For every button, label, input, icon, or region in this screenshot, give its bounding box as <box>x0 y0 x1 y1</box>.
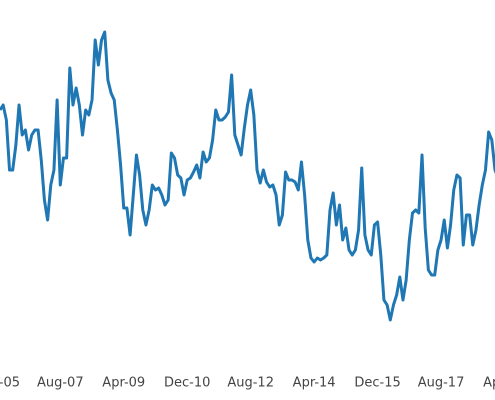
line-series <box>0 30 495 322</box>
x-tick-label: Apr-19 <box>483 376 495 391</box>
x-tick-label: Apr-09 <box>102 376 145 391</box>
x-tick-label: Aug-17 <box>418 376 465 391</box>
x-tick-label: Dec-05 <box>0 376 20 391</box>
x-tick-label: Aug-07 <box>37 376 84 391</box>
x-tick-label: Apr-14 <box>293 376 336 391</box>
x-tick-label: Dec-10 <box>164 376 210 391</box>
x-tick-label: Dec-15 <box>354 376 400 391</box>
x-tick-label: Aug-12 <box>227 376 274 391</box>
